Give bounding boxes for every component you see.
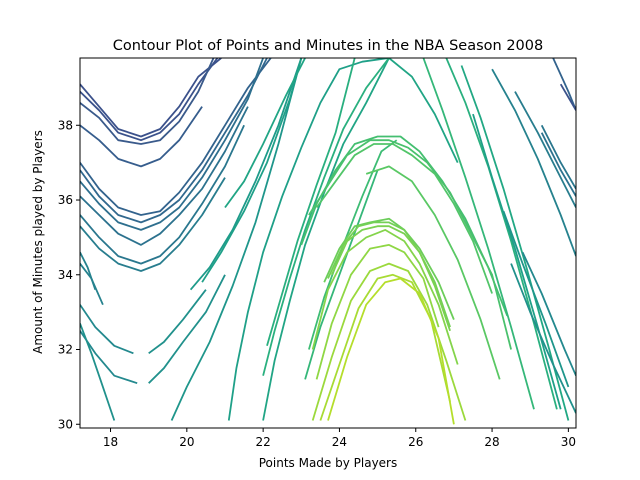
contour-line-45 (323, 217, 455, 320)
contour-line-1 (80, 58, 222, 138)
contour-line-42 (540, 132, 576, 197)
contour-lines (80, 58, 576, 425)
chart-title: Contour Plot of Points and Minutes in th… (113, 38, 543, 54)
contour-line-5 (80, 58, 272, 216)
contour-line-25 (266, 58, 356, 347)
contour-line-48 (311, 228, 459, 365)
x-axis-ticks: 18 20 22 24 26 28 30 (103, 428, 576, 449)
contour-line-23 (262, 58, 459, 421)
contour-line-32 (422, 58, 535, 410)
contour-line-17 (148, 274, 226, 384)
contour-line-15 (80, 323, 116, 421)
y-tick-label: 34 (58, 268, 73, 282)
contour-line-38 (521, 251, 576, 377)
x-tick-label: 20 (179, 435, 194, 449)
contour-line-26 (304, 169, 379, 380)
contour-line-9 (80, 124, 245, 265)
contour-line-22 (227, 58, 390, 421)
y-tick-label: 36 (58, 193, 73, 207)
contour-line-47 (330, 225, 451, 332)
contour-line-28 (300, 135, 509, 317)
contour-line-24 (262, 58, 390, 376)
contour-line-41 (540, 124, 576, 190)
contour-line-6 (80, 58, 268, 224)
contour-line-2 (80, 58, 219, 142)
x-tick-label: 24 (332, 435, 347, 449)
contour-line-35 (472, 113, 562, 410)
y-axis-ticks: 30 32 34 36 38 (58, 118, 80, 431)
contour-line-39 (491, 68, 576, 257)
contour-line-52 (327, 277, 455, 425)
contour-line-37 (510, 263, 576, 414)
contour-line-44 (559, 83, 576, 111)
contour-line-30 (315, 143, 493, 294)
plot-frame (79, 57, 577, 429)
x-tick-label: 22 (255, 435, 270, 449)
contour-line-31 (365, 165, 501, 380)
y-tick-label: 32 (58, 343, 73, 357)
contour-line-49 (315, 243, 440, 380)
contour-line-7 (80, 58, 264, 231)
x-axis-label: Points Made by Players (259, 456, 398, 470)
contour-line-20 (201, 58, 303, 283)
x-tick-label: 26 (408, 435, 423, 449)
contour-line-16 (148, 289, 207, 355)
x-tick-label: 18 (103, 435, 118, 449)
contour-line-4 (80, 106, 203, 168)
x-tick-label: 30 (561, 435, 576, 449)
contour-line-8 (80, 106, 249, 246)
y-tick-label: 30 (58, 417, 73, 431)
y-tick-label: 38 (58, 118, 73, 132)
contour-line-3 (80, 58, 215, 145)
contour-line-29 (308, 139, 512, 350)
contour-line-10 (80, 177, 226, 272)
contour-line-46 (327, 221, 451, 328)
contour-line-21 (224, 58, 306, 209)
contour-line-19 (189, 58, 303, 291)
contour-line-27 (308, 139, 398, 350)
contour-line-18 (170, 58, 303, 421)
contour-line-13 (80, 304, 134, 355)
contour-line-36 (502, 210, 570, 388)
contour-line-40 (514, 91, 576, 208)
y-axis-label: Amount of Minutes played by Players (31, 130, 45, 354)
x-tick-label: 28 (484, 435, 499, 449)
contour-line-12 (80, 263, 104, 306)
contour-line-43 (552, 58, 576, 111)
